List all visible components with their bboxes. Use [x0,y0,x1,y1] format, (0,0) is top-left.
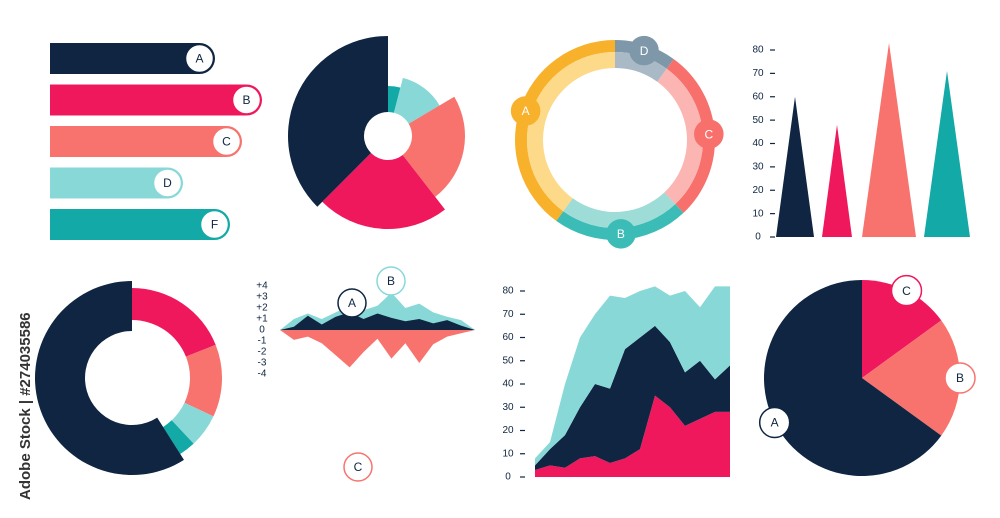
category-label: A [348,296,356,310]
ring-segment [515,40,615,221]
y-tick-label: 0 [505,472,511,483]
bar-start [50,209,81,240]
y-tick-label: 20 [502,425,514,436]
category-label: C [354,460,363,474]
donut-segment [34,281,184,476]
bar [50,43,215,74]
spike [924,71,970,237]
bar [50,209,230,240]
category-label: A [771,416,779,430]
label-badge [890,274,923,307]
y-tick-label: 30 [752,162,764,173]
ring-segment-inner [563,192,676,229]
spike [776,96,814,237]
bar-start [50,43,81,74]
rose-segment [388,86,401,113]
y-tick-label: +1 [256,314,268,325]
y-tick-label: 80 [752,45,764,56]
category-label: A [195,52,203,66]
donut-segment [163,420,194,454]
label-badge [337,288,367,318]
rose-segment [402,96,465,197]
label-badge [184,43,215,74]
y-tick-label: 10 [752,208,764,219]
category-label: F [211,218,218,232]
category-label: D [163,176,172,190]
label-badge [376,266,406,296]
y-tick-label: 30 [502,402,514,413]
y-tick-label: -3 [258,358,267,369]
category-label: B [387,274,395,288]
bar-start [50,167,81,199]
y-tick-label: +2 [256,303,268,314]
donut-segment [132,288,216,357]
label-badge [152,168,183,198]
y-tick-label: 80 [502,286,514,297]
category-label: C [902,284,911,298]
label-badge [758,406,791,439]
label-badge [231,85,262,115]
donut-segment [171,402,214,444]
ring-segment [666,59,715,213]
area [535,286,730,466]
y-tick-label: 0 [259,325,265,336]
area [280,312,475,330]
label-badge [629,35,659,66]
y-tick-label: 50 [752,115,764,126]
y-tick-label: 60 [752,91,764,102]
rose-segment [288,36,388,207]
y-tick-label: -2 [258,347,267,358]
area [280,330,475,368]
pie-slice [862,320,960,436]
y-tick-label: -4 [258,369,267,380]
spike [822,124,852,237]
y-tick-label: 40 [502,379,514,390]
y-tick-label: 70 [502,309,514,320]
category-label: B [617,227,625,241]
category-label: B [956,371,964,385]
label-badge [343,452,373,482]
label-badge [211,126,242,157]
y-tick-label: 0 [755,232,761,243]
label-badge [694,119,724,149]
rose-segment [322,152,446,229]
ring-segment [556,204,684,240]
y-tick-label: -1 [258,336,267,347]
bar-start [50,126,81,157]
y-tick-label: 70 [752,68,764,79]
y-tick-label: 10 [502,448,514,459]
label-badge [510,96,541,126]
y-tick-label: 60 [502,332,514,343]
bar [50,84,262,116]
y-tick-label: 20 [752,185,764,196]
y-tick-label: +3 [256,292,268,303]
pie-slice [862,280,942,378]
bar-start [50,84,81,116]
category-label: C [704,127,713,141]
y-tick-label: 40 [752,138,764,149]
area [535,395,730,477]
y-tick-label: +4 [256,281,268,292]
category-label: C [222,135,231,149]
ring-segment-inner [527,52,615,212]
rose-segment [393,77,440,124]
area [535,325,730,471]
label-badge [606,219,636,249]
spike [862,42,916,237]
bar [50,126,242,157]
y-tick-label: 50 [502,355,514,366]
ring-segment-inner [615,52,667,82]
label-badge [944,362,976,394]
bar [50,167,183,199]
category-label: A [522,104,530,118]
category-label: D [640,44,649,58]
watermark: Adobe Stock | #274035586 [17,312,34,500]
ring-segment-inner [657,68,703,205]
label-badge [199,209,230,240]
donut-segment [184,344,222,417]
category-label: B [242,93,250,107]
pie-slice [764,279,942,476]
